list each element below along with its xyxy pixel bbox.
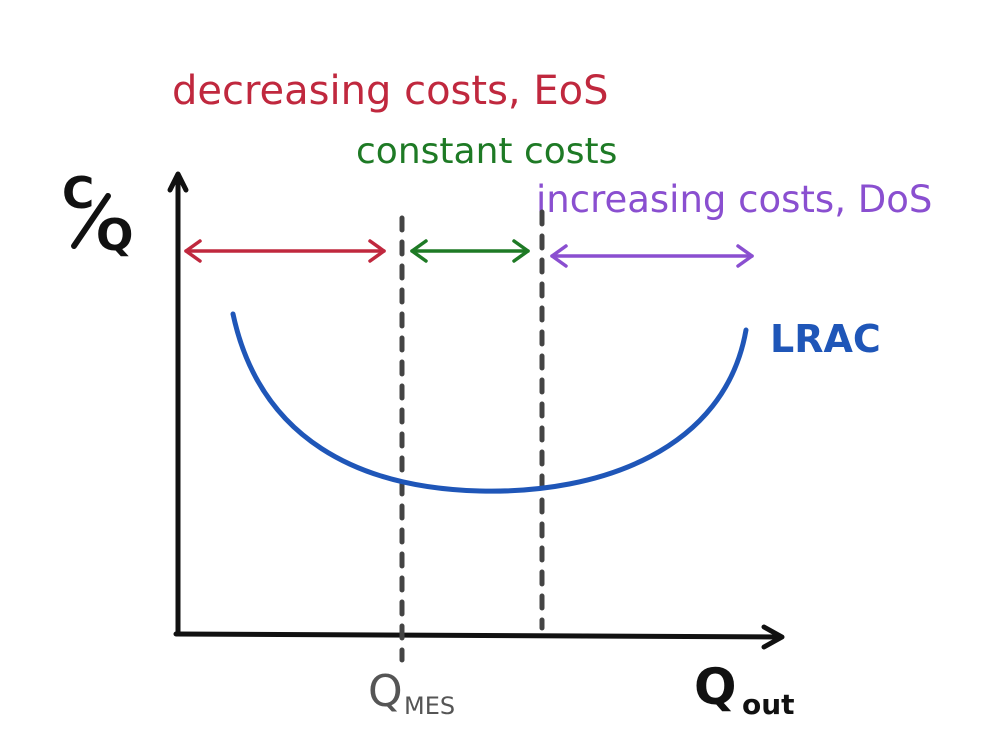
- constant-costs-arrow: [410, 239, 530, 263]
- decreasing-costs-arrow: [184, 239, 386, 263]
- mes-label-sub: MES: [404, 692, 455, 720]
- y-axis-numerator: C: [62, 168, 94, 219]
- constant-costs-label: constant costs: [356, 131, 617, 172]
- increasing-costs-arrow: [550, 244, 754, 268]
- increasing-costs-label: increasing costs, DoS: [536, 178, 932, 221]
- x-axis-label: Q out: [694, 658, 795, 721]
- x-axis-label-main: Q: [694, 658, 737, 716]
- x-axis: [173, 631, 783, 640]
- mes-label-main: Q: [368, 666, 403, 717]
- y-axis-arrowhead: [167, 171, 189, 193]
- x-axis-label-sub: out: [742, 688, 795, 721]
- y-axis-slash: [71, 193, 111, 249]
- decreasing-costs-label: decreasing costs, EoS: [172, 68, 608, 114]
- y-axis-denominator: Q: [96, 210, 133, 261]
- y-axis-label: C Q: [62, 168, 133, 261]
- x-axis-arrowhead: [761, 624, 785, 650]
- lrac-curve: [230, 311, 749, 494]
- mes-label: Q MES: [368, 666, 455, 720]
- lrac-label: LRAC: [770, 317, 881, 361]
